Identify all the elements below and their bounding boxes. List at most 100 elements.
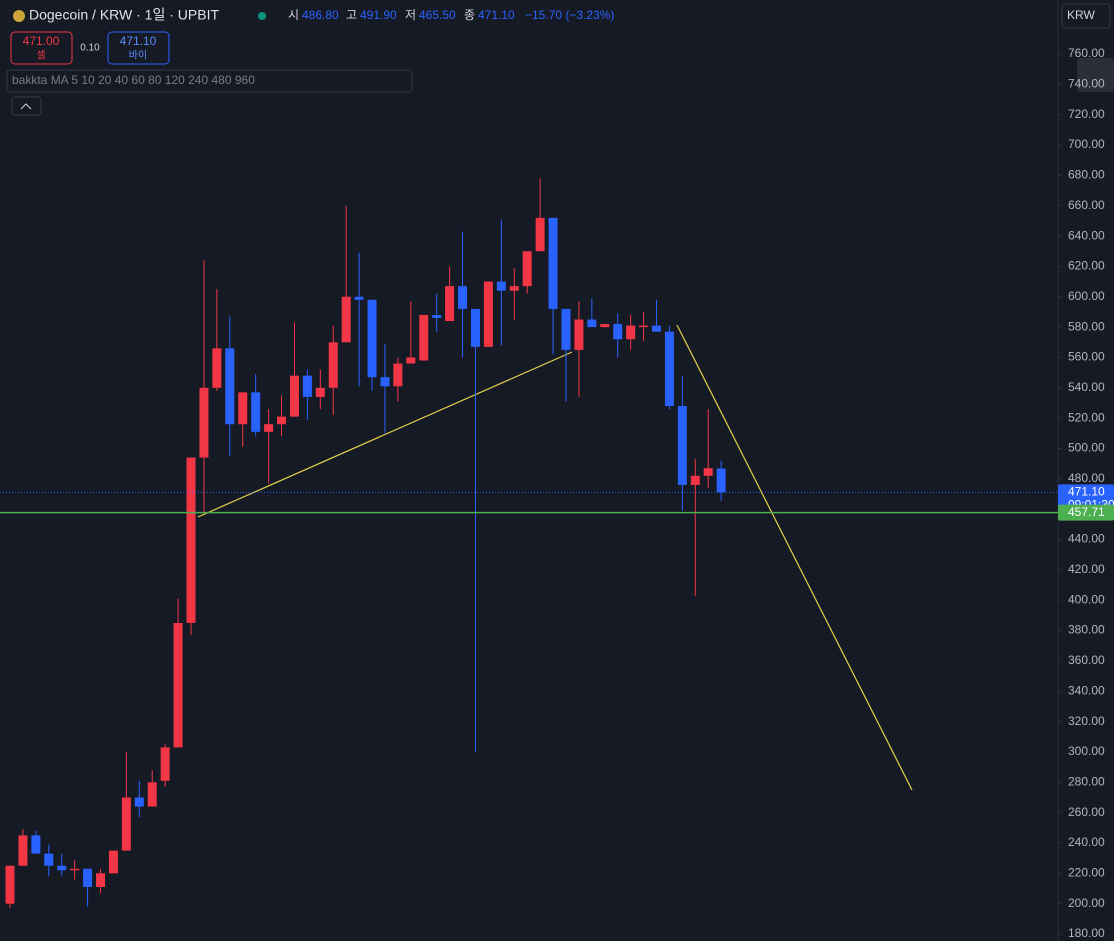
symbol[interactable]: Dogecoin / KRW · 1일 · UPBIT (29, 7, 219, 23)
trendline[interactable] (197, 351, 573, 518)
sell-price: 471.00 (23, 34, 60, 48)
collapse-icon (20, 103, 32, 110)
candle-body (238, 392, 248, 425)
sell-label: 셀 (36, 50, 45, 62)
candle-body (96, 873, 106, 887)
y-tick-label: 720.00 (1068, 107, 1105, 121)
candle-body (315, 387, 325, 397)
candle-body (302, 375, 312, 397)
buy-label: 바이 (129, 50, 147, 62)
y-tick-label: 400.00 (1068, 592, 1105, 606)
y-tick-label: 660.00 (1068, 198, 1105, 212)
y-tick-label: 700.00 (1068, 137, 1105, 151)
y-tick-label: 760.00 (1068, 46, 1105, 60)
y-tick-label: 560.00 (1068, 350, 1105, 364)
candle-body (677, 406, 687, 485)
y-tick-label: 740.00 (1068, 77, 1105, 91)
currency-select[interactable] (1061, 3, 1111, 29)
candle-body (57, 865, 67, 871)
candle-body (121, 797, 131, 851)
candle-body (587, 319, 597, 328)
y-tick-label: 320.00 (1068, 714, 1105, 728)
buy-button[interactable] (107, 31, 170, 65)
candle-body (212, 348, 222, 388)
candle-body (639, 325, 649, 328)
close-value: 471.10 (478, 8, 515, 22)
candle-body (186, 457, 196, 623)
candle-body (626, 325, 636, 340)
currency: KRW (1067, 8, 1095, 22)
plot (5, 178, 726, 909)
trendline[interactable] (676, 324, 913, 791)
collapse-button[interactable] (11, 96, 42, 116)
candle-body (173, 622, 183, 748)
close-label: 종 (464, 8, 475, 22)
candle-body (574, 319, 584, 350)
y-tick-label: 200.00 (1068, 896, 1105, 910)
buy-price: 471.10 (120, 34, 157, 48)
candle-body (341, 296, 351, 343)
candle-body (496, 281, 506, 291)
candle-body (716, 468, 726, 493)
y-tick-label: 360.00 (1068, 653, 1105, 667)
candle-body (703, 468, 713, 476)
y-tick-label: 600.00 (1068, 289, 1105, 303)
candle-body (328, 342, 338, 388)
candle-body (264, 424, 274, 432)
candle-body (225, 348, 235, 425)
candle-body (690, 475, 700, 485)
candle-body (44, 853, 54, 866)
candle-body (277, 416, 287, 425)
price-label: 457.71 (1068, 505, 1105, 519)
y-tick-label: 300.00 (1068, 744, 1105, 758)
y-tick-label: 680.00 (1068, 168, 1105, 182)
y-tick-label: 180.00 (1068, 926, 1105, 940)
low-value: 465.50 (419, 8, 456, 22)
y-tick-label: 380.00 (1068, 623, 1105, 637)
price-label: 471.10 (1068, 485, 1105, 499)
open-label: 시 (288, 8, 299, 22)
sell-button[interactable] (10, 31, 73, 65)
change: −15.70 (−3.23%) (525, 8, 614, 22)
y-tick-label: 500.00 (1068, 441, 1105, 455)
widget[interactable] (1077, 58, 1114, 92)
spread: 0.10 (80, 43, 100, 54)
open-value: 486.80 (302, 8, 339, 22)
indicator-bar[interactable] (6, 69, 413, 93)
y-tick-label: 480.00 (1068, 471, 1105, 485)
candle-body (199, 387, 209, 458)
candle-body (458, 286, 468, 309)
candle-body (5, 865, 15, 904)
coin-icon (13, 10, 25, 22)
y-tick-label: 220.00 (1068, 866, 1105, 880)
candle-body (18, 835, 28, 866)
candle-body (251, 392, 261, 432)
high-value: 491.90 (360, 8, 397, 22)
high-label: 고 (346, 8, 357, 22)
y-tick-label: 580.00 (1068, 319, 1105, 333)
y-tick-label: 620.00 (1068, 259, 1105, 273)
candle-body (393, 363, 403, 387)
y-tick-label: 340.00 (1068, 683, 1105, 697)
y-tick-label: 640.00 (1068, 228, 1105, 242)
candle-body (31, 835, 41, 854)
candle-body (289, 375, 299, 417)
candle-body (419, 314, 429, 361)
candle-body (548, 217, 558, 309)
status-dot (258, 12, 266, 20)
candle-body (664, 331, 674, 407)
y-tick-label: 240.00 (1068, 835, 1105, 849)
candle-body (445, 286, 455, 322)
y-tick-label: 280.00 (1068, 774, 1105, 788)
candle-body (483, 281, 493, 347)
candle-body (160, 747, 170, 781)
candle-body (561, 308, 571, 350)
candle-body (147, 782, 157, 807)
candle-body (432, 314, 442, 319)
y-tick-label: 540.00 (1068, 380, 1105, 394)
candle-body (380, 377, 390, 387)
candle-body (134, 797, 144, 807)
candle-body (613, 324, 623, 340)
